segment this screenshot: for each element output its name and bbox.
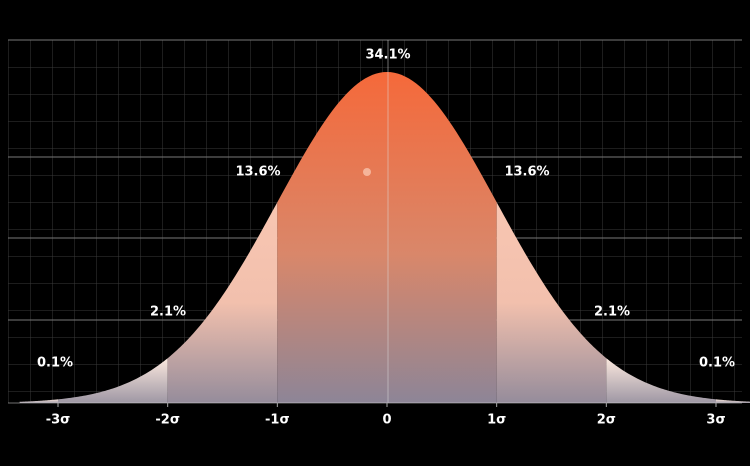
value-label: 13.6% [504, 165, 549, 180]
x-tick-label: -2σ [155, 413, 180, 428]
region [277, 72, 497, 403]
x-tick-label: 3σ [706, 413, 725, 428]
region [716, 399, 750, 403]
region [58, 358, 168, 403]
x-tick-label: 2σ [597, 413, 616, 428]
value-label: 13.6% [235, 165, 280, 180]
region [19, 399, 58, 403]
value-label: 2.1% [150, 305, 186, 320]
center-lines [8, 40, 742, 404]
region [496, 202, 607, 403]
value-label: 0.1% [699, 356, 735, 371]
region [606, 358, 716, 403]
x-tick-label: 0 [382, 413, 391, 428]
value-label: 0.1% [37, 356, 73, 371]
value-label: 34.1% [365, 48, 410, 63]
x-tick-label: -3σ [46, 413, 71, 428]
dot [363, 168, 371, 176]
region [167, 202, 278, 403]
value-label: 2.1% [594, 305, 630, 320]
x-tick-label: 1σ [487, 413, 506, 428]
x-tick-label: -1σ [265, 413, 290, 428]
